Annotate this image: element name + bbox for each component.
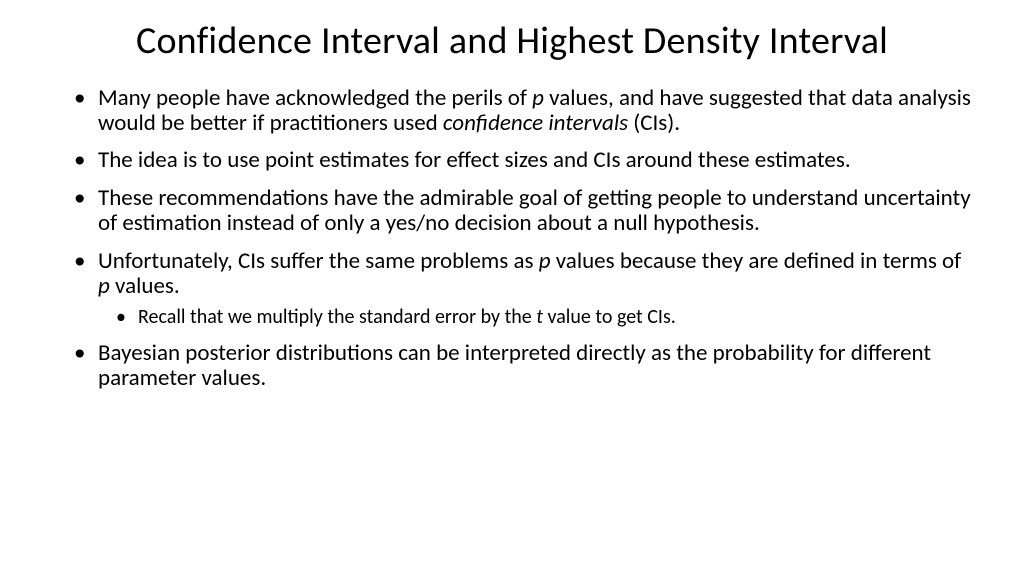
text-run: Recall that we multiply the standard err…: [138, 305, 536, 329]
text-run: (CIs).: [628, 109, 680, 137]
bullet-item: Bayesian posterior distributions can be …: [98, 341, 974, 391]
sub-bullet-list: Recall that we multiply the standard err…: [98, 306, 974, 328]
text-run: value to get CIs.: [543, 305, 676, 329]
text-run: Unfortunately, CIs suffer the same probl…: [98, 247, 539, 275]
bullet-item: Many people have acknowledged the perils…: [98, 86, 974, 136]
text-run: confidence intervals: [443, 109, 628, 137]
text-run: values because they are defined in terms…: [551, 247, 962, 275]
bullet-item: Unfortunately, CIs suffer the same probl…: [98, 249, 974, 329]
slide-title: Confidence Interval and Highest Density …: [50, 20, 974, 64]
text-run: values.: [110, 272, 180, 300]
text-run: p: [539, 247, 551, 275]
text-run: These recommendations have the admirable…: [98, 184, 971, 237]
text-run: The idea is to use point estimates for e…: [98, 146, 851, 174]
bullet-item: The idea is to use point estimates for e…: [98, 148, 974, 173]
text-run: Bayesian posterior distributions can be …: [98, 339, 931, 392]
text-run: t: [536, 305, 543, 329]
text-run: p: [98, 272, 110, 300]
text-run: Many people have acknowledged the perils…: [98, 84, 532, 112]
text-run: p: [532, 84, 544, 112]
bullet-item: These recommendations have the admirable…: [98, 186, 974, 236]
sub-bullet-item: Recall that we multiply the standard err…: [138, 306, 974, 328]
bullet-list: Many people have acknowledged the perils…: [50, 86, 974, 391]
